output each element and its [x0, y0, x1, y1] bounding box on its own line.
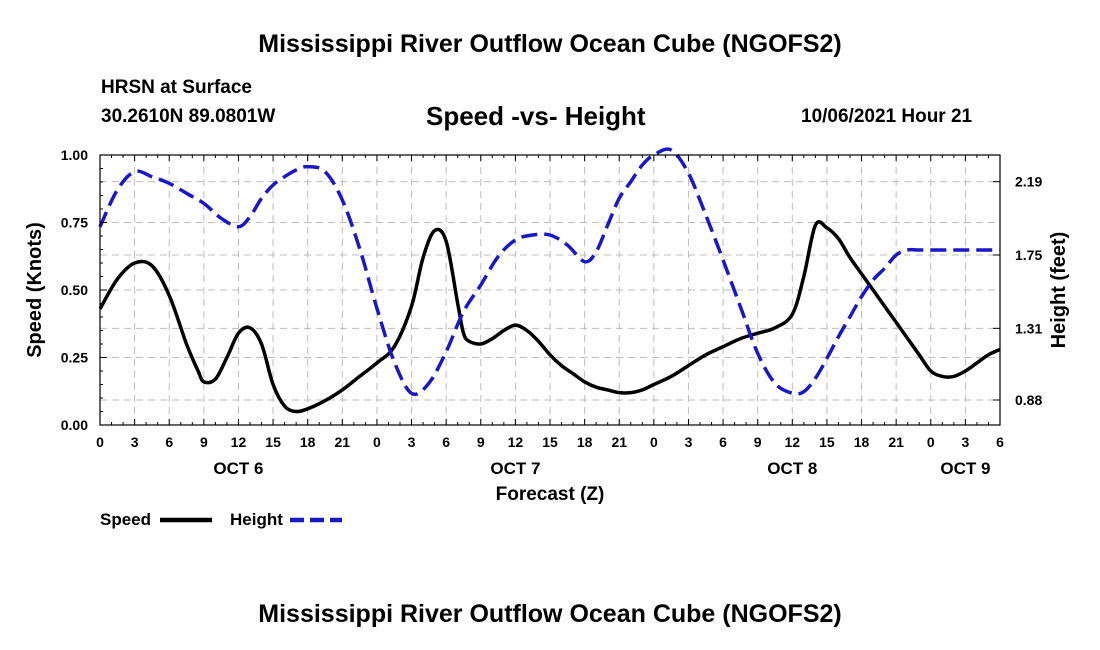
y-axis-label: Speed (Knots) [24, 222, 46, 358]
x-tick-label: 3 [408, 434, 416, 450]
x-tick-label: 0 [650, 434, 658, 450]
x-tick-label: 21 [335, 434, 351, 450]
x-tick-label: 0 [927, 434, 935, 450]
y2-tick-label: 2.19 [1015, 174, 1042, 190]
axes: 0 3 6 9 12 15 18 21 0 3 6 9 12 15 18 21 0 3 6 9 12 15 18 21 0 3 6O… [61, 147, 1043, 478]
x-tick-label: 3 [961, 434, 969, 450]
y2-tick-label: 1.31 [1015, 320, 1042, 336]
station-label: HRSN at Surface [101, 77, 252, 98]
chart-title: Mississippi River Outflow Ocean Cube (NG… [258, 30, 842, 58]
series-line-speed [98, 220, 1001, 414]
x-tick-label: 12 [508, 434, 524, 450]
x-tick-label: 21 [888, 434, 904, 450]
x-tick-label: 6 [165, 434, 173, 450]
x-tick-label: 18 [577, 434, 593, 450]
x-tick-label: 18 [854, 434, 870, 450]
footer-title: Mississippi River Outflow Ocean Cube (NG… [258, 600, 842, 628]
x-tick-label: 15 [265, 434, 281, 450]
series-layer [98, 147, 1001, 414]
x-tick-label: 0 [96, 434, 104, 450]
x-tick-label: 6 [442, 434, 450, 450]
grid [100, 155, 1000, 425]
x-tick-label: 15 [542, 434, 558, 450]
date-label: OCT 8 [767, 459, 817, 478]
x-tick-label: 18 [300, 434, 316, 450]
x-tick-label: 21 [611, 434, 627, 450]
date-label: OCT 6 [213, 459, 263, 478]
station-coords: 30.2610N 89.0801W [101, 106, 276, 127]
forecast-datetime: 10/06/2021 Hour 21 [801, 106, 973, 127]
x-tick-label: 9 [200, 434, 208, 450]
y-tick-label: 1.00 [61, 147, 88, 163]
x-tick-label: 6 [996, 434, 1004, 450]
x-axis-label: Forecast (Z) [496, 484, 605, 505]
x-tick-label: 9 [477, 434, 485, 450]
x-tick-label: 0 [373, 434, 381, 450]
y2-axis-label: Height (feet) [1048, 232, 1070, 349]
y-tick-label: 0.00 [61, 417, 88, 433]
x-tick-label: 9 [754, 434, 762, 450]
y2-tick-label: 0.88 [1015, 392, 1042, 408]
x-tick-label: 15 [819, 434, 835, 450]
legend-label-height: Height [230, 510, 283, 529]
y2-tick-label: 1.75 [1015, 247, 1042, 263]
y-tick-label: 0.50 [61, 282, 88, 298]
series-line-height [98, 147, 1000, 396]
x-tick-label: 3 [685, 434, 693, 450]
chart-subtitle: Speed -vs- Height [426, 101, 646, 131]
y-tick-label: 0.25 [61, 350, 88, 366]
date-label: OCT 9 [940, 459, 990, 478]
y-tick-label: 0.75 [61, 215, 88, 231]
x-tick-label: 6 [719, 434, 727, 450]
legend-label-speed: Speed [100, 510, 151, 529]
x-tick-label: 12 [785, 434, 801, 450]
x-tick-label: 3 [131, 434, 139, 450]
date-label: OCT 7 [490, 459, 540, 478]
x-tick-label: 12 [231, 434, 247, 450]
legend: Speed Height [100, 510, 342, 529]
